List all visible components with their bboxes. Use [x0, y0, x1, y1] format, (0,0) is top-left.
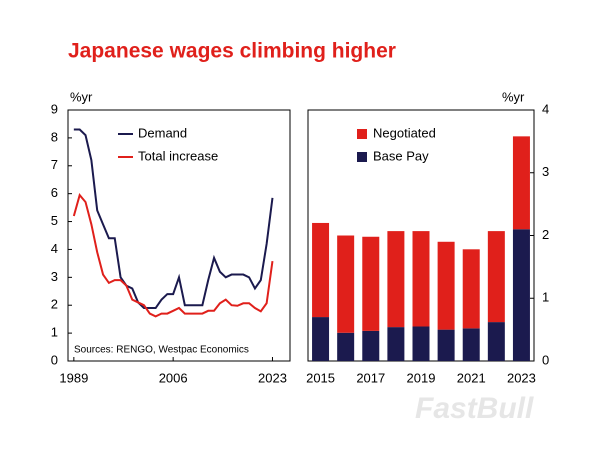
- bar-segment: [337, 332, 355, 361]
- legend-label: Negotiated: [373, 125, 436, 140]
- bar-segment: [337, 235, 355, 333]
- y-tick-label: 3: [51, 269, 58, 284]
- bar-segment: [362, 330, 380, 361]
- y-tick-label: 9: [51, 101, 58, 116]
- bar-segment: [437, 329, 455, 361]
- x-tick-label: 2006: [159, 370, 188, 385]
- bar-segment: [462, 249, 480, 329]
- bar-segment: [312, 317, 330, 361]
- x-tick-label: 2023: [507, 370, 536, 385]
- bar-segment: [437, 241, 455, 330]
- line-series: [73, 128, 274, 310]
- bar-segment: [512, 136, 530, 230]
- bar-segment: [462, 328, 480, 361]
- bar-segment: [312, 222, 330, 318]
- bar-segment: [362, 236, 380, 331]
- legend-swatch: [357, 129, 367, 139]
- y-tick-label: 7: [51, 157, 58, 172]
- legend-label: Total increase: [138, 148, 218, 163]
- y-tick-label: 3: [542, 164, 549, 179]
- bar-segment: [412, 326, 430, 361]
- right-unit: %yr: [502, 89, 525, 104]
- legend-swatch: [357, 152, 367, 162]
- x-tick-label: 2015: [306, 370, 335, 385]
- watermark: FastBull: [415, 392, 534, 425]
- bar-segment: [487, 231, 505, 323]
- bar-segment: [487, 322, 505, 361]
- line-series: [72, 192, 274, 318]
- y-tick-label: 5: [51, 213, 58, 228]
- x-tick-label: 2021: [457, 370, 486, 385]
- bar-segment: [387, 231, 405, 328]
- x-tick-label: 2019: [407, 370, 436, 385]
- left-unit: %yr: [70, 89, 93, 104]
- y-tick-label: 0: [542, 352, 549, 367]
- y-tick-label: 0: [51, 352, 58, 367]
- x-tick-label: 2017: [356, 370, 385, 385]
- source: Sources: RENGO, Westpac Economics: [74, 345, 249, 356]
- y-tick-label: 1: [542, 290, 549, 305]
- y-tick-label: 8: [51, 129, 58, 144]
- y-tick-label: 2: [542, 227, 549, 242]
- y-tick-label: 6: [51, 185, 58, 200]
- y-tick-label: 4: [51, 241, 58, 256]
- y-tick-label: 4: [542, 101, 549, 116]
- bar-segment: [412, 231, 430, 327]
- page-title: Japanese wages climbing higher: [68, 40, 396, 63]
- x-tick-label: 1989: [59, 370, 88, 385]
- bar-segment: [512, 229, 530, 361]
- y-tick-label: 2: [51, 297, 58, 312]
- legend-label: Demand: [138, 125, 187, 140]
- bar-segment: [387, 327, 405, 361]
- y-tick-label: 1: [51, 325, 58, 340]
- x-tick-label: 2023: [258, 370, 287, 385]
- legend-label: Base Pay: [373, 148, 429, 163]
- left-plot-frame: [67, 109, 291, 362]
